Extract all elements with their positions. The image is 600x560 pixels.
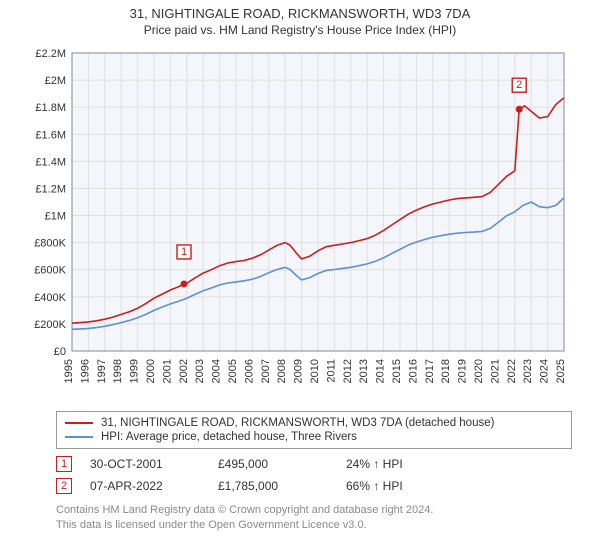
x-tick-label: 2022 <box>506 359 518 383</box>
y-tick-label: £200K <box>34 319 66 331</box>
sales-table: 1 30-OCT-2001 £495,000 24% ↑ HPI 2 07-APR-202… <box>56 453 572 497</box>
x-tick-label: 2017 <box>424 359 436 383</box>
footer-line-1: Contains HM Land Registry data © Crown c… <box>56 503 572 518</box>
sale-badge: 1 <box>56 456 72 472</box>
legend-row: 31, NIGHTINGALE ROAD, RICKMANSWORTH, WD3… <box>65 416 563 430</box>
footer-line-2: This data is licensed under the Open Gov… <box>56 518 572 533</box>
title-address: 31, NIGHTINGALE ROAD, RICKMANSWORTH, WD3… <box>10 6 590 21</box>
x-tick-label: 2003 <box>194 359 206 383</box>
y-tick-label: £800K <box>34 238 66 250</box>
y-tick-label: £2M <box>45 75 66 87</box>
title-block: 31, NIGHTINGALE ROAD, RICKMANSWORTH, WD3… <box>0 0 600 41</box>
x-tick-label: 2024 <box>539 359 551 383</box>
legend-swatch <box>65 422 93 424</box>
x-tick-label: 2021 <box>489 359 501 383</box>
x-tick-label: 1999 <box>129 359 141 383</box>
x-tick-label: 1997 <box>96 359 108 383</box>
x-tick-label: 2018 <box>440 359 452 383</box>
x-tick-label: 2008 <box>276 359 288 383</box>
title-subtitle: Price paid vs. HM Land Registry's House … <box>10 23 590 37</box>
y-tick-label: £1.8M <box>35 102 66 114</box>
x-tick-label: 2012 <box>342 359 354 383</box>
sale-row: 2 07-APR-2022 £1,785,000 66% ↑ HPI <box>56 475 572 497</box>
legend-label: 31, NIGHTINGALE ROAD, RICKMANSWORTH, WD3… <box>101 417 494 429</box>
x-tick-label: 2001 <box>161 359 173 383</box>
legend-row: HPI: Average price, detached house, Thre… <box>65 430 563 444</box>
sale-badge: 2 <box>56 478 72 494</box>
sale-marker-number: 1 <box>181 246 187 258</box>
y-tick-label: £1.4M <box>35 156 66 168</box>
x-tick-label: 2015 <box>391 359 403 383</box>
x-tick-label: 2002 <box>178 359 190 383</box>
x-tick-label: 2013 <box>358 359 370 383</box>
y-tick-label: £2.2M <box>35 48 66 60</box>
x-tick-label: 2016 <box>407 359 419 383</box>
chart-svg: £0 £200K £400K £600K £800K £1M £1.2M £1.4M £1.6M… <box>20 45 580 405</box>
x-tick-label: 1996 <box>79 359 91 383</box>
x-tick-label: 1998 <box>112 359 124 383</box>
footer-attribution: Contains HM Land Registry data © Crown c… <box>56 503 572 533</box>
y-tick-label: £600K <box>34 265 66 277</box>
x-tick-label: 2014 <box>375 359 387 383</box>
sale-marker-dot <box>516 106 523 113</box>
sale-date: 07-APR-2022 <box>90 479 200 493</box>
sale-pct: 24% ↑ HPI <box>346 457 456 471</box>
sale-marker-dot <box>181 280 188 287</box>
x-tick-label: 2019 <box>457 359 469 383</box>
x-tick-label: 2023 <box>522 359 534 383</box>
y-tick-label: £1M <box>45 211 66 223</box>
sale-price: £495,000 <box>218 457 328 471</box>
x-tick-label: 2007 <box>260 359 272 383</box>
x-tick-label: 2005 <box>227 359 239 383</box>
x-tick-label: 2010 <box>309 359 321 383</box>
chart: £0 £200K £400K £600K £800K £1M £1.2M £1.4M £1.6M… <box>20 45 580 405</box>
x-tick-label: 2009 <box>293 359 305 383</box>
y-tick-label: £1.6M <box>35 129 66 141</box>
sale-row: 1 30-OCT-2001 £495,000 24% ↑ HPI <box>56 453 572 475</box>
legend-label: HPI: Average price, detached house, Thre… <box>101 431 357 443</box>
sale-price: £1,785,000 <box>218 479 328 493</box>
sale-marker-number: 2 <box>516 79 522 91</box>
y-tick-label: £0 <box>54 346 66 358</box>
legend: 31, NIGHTINGALE ROAD, RICKMANSWORTH, WD3… <box>56 411 572 449</box>
x-tick-label: 2006 <box>243 359 255 383</box>
x-tick-label: 2011 <box>325 359 337 383</box>
y-tick-label: £400K <box>34 292 66 304</box>
x-tick-label: 2025 <box>555 359 567 383</box>
sale-pct: 66% ↑ HPI <box>346 479 456 493</box>
x-tick-label: 1995 <box>63 359 75 383</box>
legend-swatch <box>65 436 93 438</box>
x-tick-label: 2000 <box>145 359 157 383</box>
x-tick-label: 2020 <box>473 359 485 383</box>
y-tick-label: £1.2M <box>35 183 66 195</box>
sale-date: 30-OCT-2001 <box>90 457 200 471</box>
x-tick-label: 2004 <box>211 359 223 383</box>
